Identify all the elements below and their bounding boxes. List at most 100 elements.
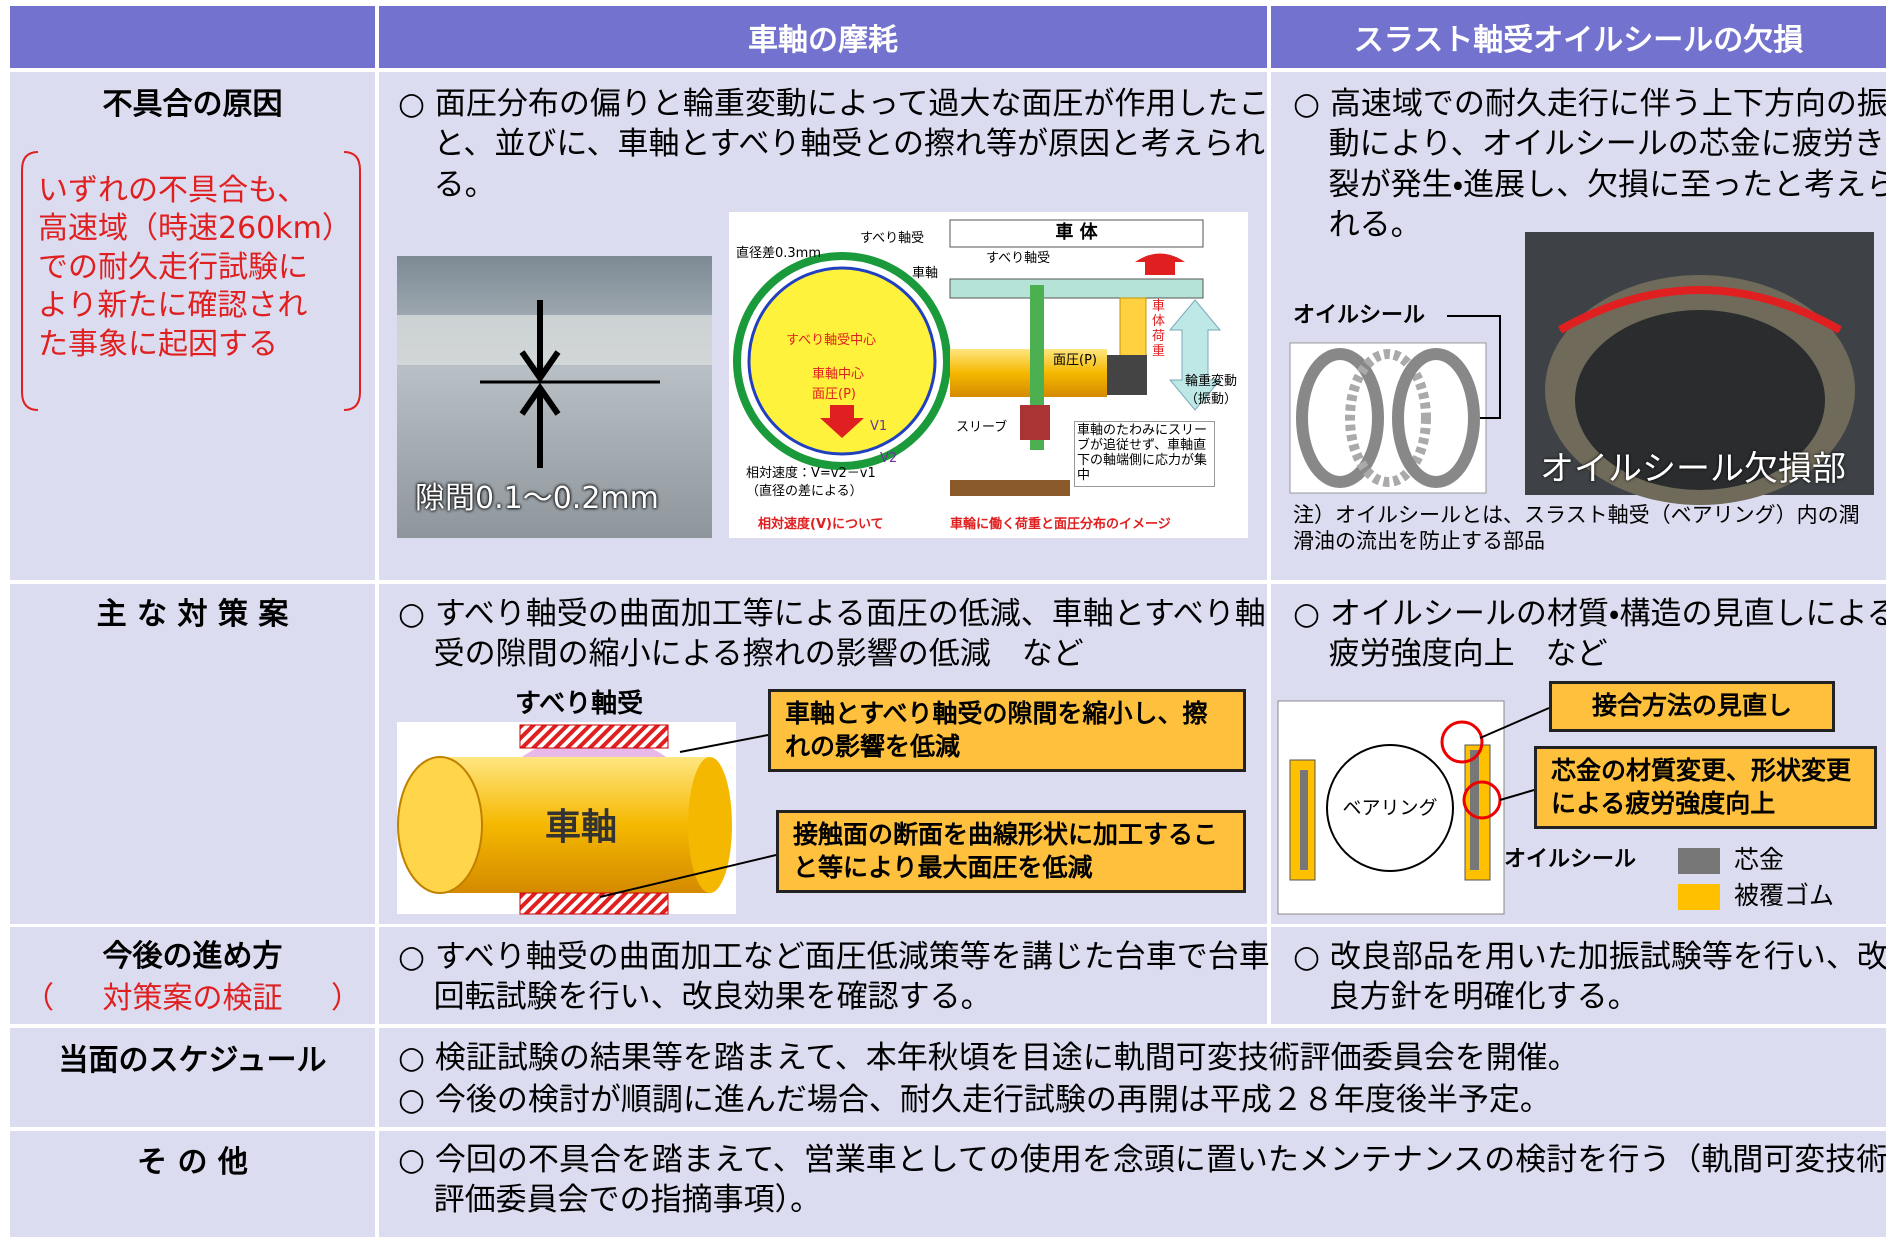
callout: 車軸とすべり軸受の隙間を縮小し、擦れの影響を低減 — [768, 689, 1246, 772]
spacer — [1554, 234, 1886, 434]
load-knob — [1135, 253, 1185, 275]
body-box — [949, 219, 1204, 248]
note-line: た事象に起因する — [38, 326, 278, 362]
note-line: 高速域（時速260km） — [38, 211, 352, 247]
callout: 芯金の材質変更、形状変更による疲労強度向上 — [1534, 746, 1877, 829]
note-line: での耐久走行試験に — [38, 249, 308, 285]
row-label: 不具合の原因 — [102, 87, 283, 122]
diagram-label: 面圧(P) — [1053, 353, 1097, 368]
axle-body — [440, 757, 710, 893]
diagram-label: （直径の差による） — [746, 484, 863, 499]
callout: 接合方法の見直し — [1549, 681, 1835, 732]
diagram-label: 車軸中心 — [812, 367, 865, 382]
body-bar — [949, 278, 1204, 299]
header-blank — [10, 6, 375, 68]
core — [1300, 770, 1308, 870]
paragraph: ○ すべり軸受の曲面加工等による面圧の低減、車軸とすべり軸受の隙間の縮小による擦… — [398, 596, 1266, 673]
photo-caption: オイルシール欠損部 — [1540, 449, 1846, 489]
leader — [599, 854, 777, 898]
rail — [1020, 405, 1050, 440]
legend-label: 芯金 — [1734, 845, 1785, 874]
figure-label: オイルシール — [1293, 303, 1426, 328]
paragraph: ○ 改良部品を用いた加振試験等を行い、改良方針を明確化する。 — [1293, 939, 1886, 1016]
note-line: より新たに確認され — [38, 288, 308, 324]
photo — [397, 256, 712, 538]
cell — [379, 927, 1267, 1024]
paragraph-text: ○ 高速域での耐久走行に伴う上下方向の振動により、オイルシールの芯金に疲労き裂が… — [1293, 86, 1886, 243]
core — [1470, 750, 1479, 870]
sub-label-text: 対策案の検証 — [102, 981, 283, 1016]
note-line: いずれの不具合も、 — [38, 173, 308, 208]
axle-box — [1107, 355, 1147, 395]
legend-label: 被覆ゴム — [1734, 881, 1835, 910]
paragraph: ○ 検証試験の結果等を踏まえて、本年秋頃を目途に軌間可変技術評価委員会を開催。 — [398, 1040, 1579, 1076]
photo-caption: 隙間0.1～0.2mm — [415, 481, 659, 516]
footnote: 注）オイルシールとは、スラスト軸受（ベアリング）内の潤滑油の流出を防止する部品 — [1293, 503, 1860, 554]
paragraph: ○ 面圧分布の偏りと輪重変動によって過大な面圧が作用したこと、並びに、車軸とすべ… — [398, 86, 1270, 203]
ring — [1296, 348, 1384, 488]
cell — [379, 1028, 1886, 1127]
axle-side — [950, 349, 1107, 397]
arrow — [820, 405, 864, 438]
bore — [1575, 310, 1825, 490]
legend-swatch — [1678, 884, 1720, 910]
header-cell: スラスト軸受オイルシールの欠損 — [1271, 6, 1886, 68]
sub-label: （ 対策案の検証 ） — [10, 980, 375, 1018]
paragraph: ○ オイルシールの材質・構造の見直しによる疲労強度向上 など — [1293, 596, 1886, 673]
diagram-label: 相対速度(V)について — [758, 517, 884, 532]
cell — [10, 1131, 375, 1237]
paren: ） — [331, 981, 361, 1016]
rail-base — [950, 480, 1070, 496]
bearing-hatch — [519, 892, 669, 915]
diagram-label: すべり軸受 — [986, 251, 1051, 266]
arrow — [519, 350, 561, 384]
diagram-label: 車 体 — [1055, 222, 1098, 243]
bracket — [343, 151, 361, 411]
diagram-label: スリーブ — [956, 420, 1008, 435]
cell — [10, 72, 375, 580]
leader — [1499, 789, 1535, 801]
figure-label: ベアリング — [1342, 797, 1438, 819]
diagram-label: V1 — [870, 419, 888, 434]
diagram-label: 直径差0.3mm — [736, 246, 822, 261]
cell — [10, 1028, 375, 1127]
legend-swatch — [1678, 848, 1720, 874]
diagram-label: 車軸 — [912, 266, 939, 281]
diagram-label: すべり軸受 — [860, 231, 925, 246]
bracket — [21, 151, 39, 411]
arrow — [519, 382, 561, 416]
row-label: 主 な 対 策 案 — [96, 597, 289, 632]
diagram-label: 輪重変動 — [1185, 374, 1238, 389]
row-label: 今後の進め方 — [102, 939, 283, 974]
highlight — [1440, 720, 1484, 764]
axle-circle — [747, 266, 937, 456]
row-label: 当面のスケジュール — [58, 1043, 327, 1078]
legend-title: オイルシール — [1504, 847, 1637, 872]
diagram-label: 車輪に働く荷重と面圧分布のイメージ — [950, 517, 1171, 532]
diagram-note: 車軸のたわみにスリーブが追従せず、車軸直下の軸端側に応力が集中 — [1074, 421, 1215, 487]
row-label: そ の 他 — [137, 1145, 248, 1180]
paragraph: ○ 今回の不具合を踏まえて、営業車としての使用を念頭に置いたメンテナンスの検討を… — [398, 1142, 1886, 1219]
bearing-hatch — [519, 724, 669, 749]
ring — [1392, 348, 1480, 488]
diagram-label: 車体荷重 — [1152, 299, 1166, 359]
paragraph: ○ 高速域での耐久走行に伴う上下方向の振動により、オイルシールの芯金に疲労き裂が… — [1293, 84, 1886, 434]
axle-end — [397, 756, 483, 894]
diagram-label: （振動） — [1185, 392, 1238, 407]
header-cell: 車軸の摩耗 — [379, 6, 1267, 68]
leader — [1447, 315, 1501, 419]
diagram-label: すべり軸受中心 — [786, 333, 877, 348]
paragraph: ○ 今後の検討が順調に進んだ場合、耐久走行試験の再開は平成２８年度後半予定。 — [398, 1082, 1551, 1118]
bearing-ball — [1326, 744, 1454, 872]
figure-label: 車軸 — [545, 807, 618, 848]
callout: 接触面の断面を曲線形状に加工すること等により最大面圧を低減 — [776, 810, 1246, 893]
figure-label: すべり軸受 — [515, 689, 644, 719]
ring — [1345, 349, 1431, 487]
cell — [10, 927, 375, 1024]
cell — [379, 1131, 1886, 1237]
axle-end — [688, 757, 732, 893]
leader — [679, 734, 769, 753]
